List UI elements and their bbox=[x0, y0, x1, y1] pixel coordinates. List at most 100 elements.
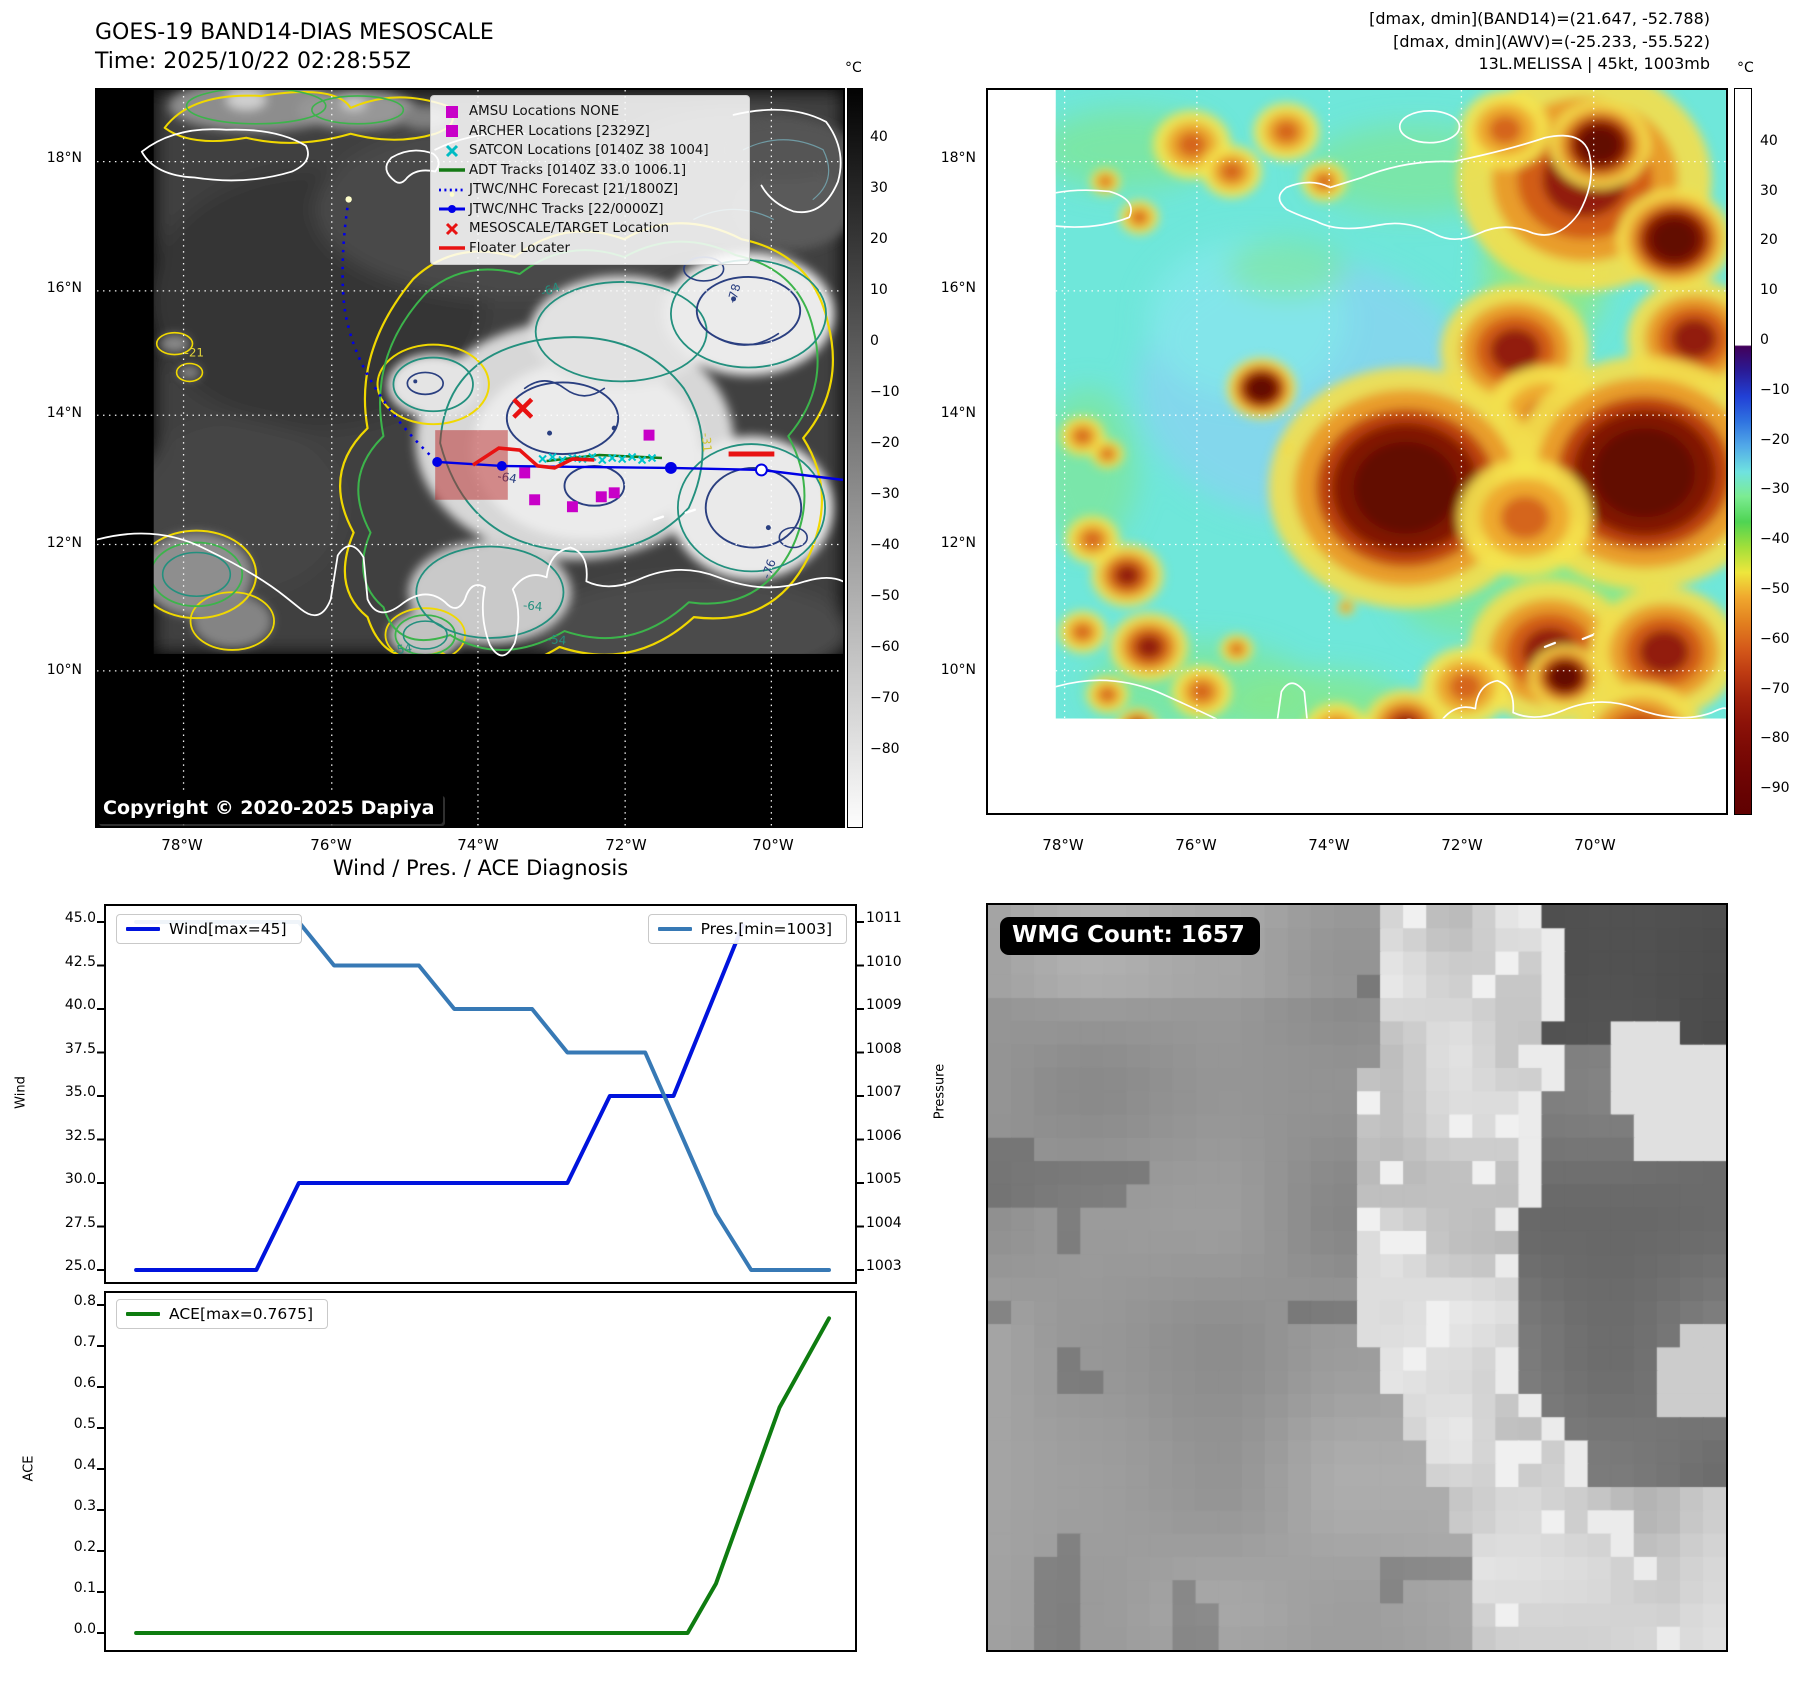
contour-label: -54 bbox=[546, 632, 567, 648]
y-tick-label-right: 1004 bbox=[866, 1214, 902, 1231]
y-tick-label-left: 37.5 bbox=[64, 1040, 96, 1057]
archer-markers bbox=[519, 429, 655, 513]
hot-blob bbox=[1306, 702, 1366, 719]
hot-blob bbox=[1652, 219, 1697, 259]
band14-cb-tick: −30 bbox=[870, 486, 900, 503]
contour-label: -54 bbox=[392, 641, 414, 658]
hot-blob bbox=[1671, 318, 1717, 359]
awv-latlon-grid bbox=[1055, 90, 1726, 719]
track-point bbox=[496, 460, 507, 471]
satcon-x bbox=[647, 453, 657, 463]
awv-cb-tick: −40 bbox=[1760, 531, 1790, 548]
hot-blob bbox=[1594, 428, 1695, 518]
line-icon bbox=[435, 240, 469, 256]
y-tick-label-right: 1010 bbox=[866, 953, 902, 970]
lat-tick-left: 10°N bbox=[46, 662, 82, 678]
hot-blob bbox=[1385, 706, 1427, 719]
square-icon bbox=[435, 123, 469, 139]
track-point bbox=[664, 461, 677, 474]
y-tick-label-left: 30.0 bbox=[64, 1171, 96, 1187]
legend-item-label: JTWC/NHC Forecast [21/1800Z] bbox=[469, 182, 679, 198]
band14-colorbar bbox=[847, 88, 863, 828]
info-line3: 13L.MELISSA | 45kt, 1003mb bbox=[1478, 54, 1710, 73]
hot-blob bbox=[1580, 127, 1619, 162]
wind-axis-label: Wind bbox=[13, 1076, 29, 1109]
hot-blob bbox=[1395, 714, 1417, 719]
y-tick-label-left: 0.8 bbox=[73, 1293, 96, 1309]
linedot-icon bbox=[435, 201, 469, 217]
legend-item: SATCON Locations [0140Z 38 1004] bbox=[435, 141, 743, 161]
lat-tick-right: 18°N bbox=[940, 150, 976, 166]
pressure-axis-label: Pressure bbox=[932, 1063, 948, 1120]
band14-cb-tick: 10 bbox=[870, 282, 888, 299]
awv-cb-tick: −60 bbox=[1760, 630, 1790, 647]
archer-square bbox=[519, 467, 531, 479]
track-overlays bbox=[341, 196, 843, 513]
hot-blob bbox=[1082, 530, 1103, 549]
legend-item-label: AMSU Locations NONE bbox=[469, 104, 620, 120]
hot-blob bbox=[1099, 176, 1111, 187]
line-icon bbox=[435, 162, 469, 178]
hot-blob bbox=[1124, 713, 1150, 719]
y-tick-label-left: 32.5 bbox=[64, 1127, 96, 1144]
wmg-image bbox=[988, 905, 1726, 1650]
hot-blob bbox=[1074, 428, 1091, 444]
awv-cb-tick: −90 bbox=[1760, 780, 1790, 797]
y-tick-label-right: 1009 bbox=[866, 997, 902, 1013]
lon-tick-left: 74°W bbox=[457, 836, 499, 854]
y-tick-label-left: 0.3 bbox=[73, 1498, 96, 1514]
legend-item: JTWC/NHC Forecast [21/1800Z] bbox=[435, 180, 743, 200]
wind-legend-sample bbox=[126, 927, 160, 931]
y-tick-label-left: 0.7 bbox=[73, 1334, 96, 1350]
hot-blob bbox=[1614, 709, 1665, 719]
hot-blob bbox=[1115, 564, 1140, 586]
info-line1: [dmax, dmin](BAND14)=(21.647, -52.788) bbox=[1369, 9, 1710, 28]
band14-cb-tick: −20 bbox=[870, 435, 900, 452]
legend-marker bbox=[439, 168, 465, 172]
lon-tick-left: 76°W bbox=[310, 836, 352, 854]
hot-blob bbox=[1639, 630, 1690, 674]
legend-item: MESOSCALE/TARGET Location bbox=[435, 219, 743, 239]
mesoscale-target-x bbox=[512, 397, 534, 419]
awv-cb-tick: −30 bbox=[1760, 481, 1790, 498]
dotted-icon bbox=[435, 182, 469, 198]
awv-map-panel bbox=[986, 88, 1728, 815]
copyright: Copyright © 2020-2025 Dapiya bbox=[97, 794, 444, 824]
wind-legend-label: Wind[max=45] bbox=[169, 920, 287, 938]
forecast-point bbox=[345, 196, 352, 203]
band14-colorbar-unit: °C bbox=[845, 60, 862, 76]
track-point bbox=[432, 457, 443, 467]
awv-field bbox=[1055, 90, 1726, 719]
y-tick-label-left: 0.4 bbox=[73, 1457, 96, 1473]
hot-blob bbox=[1448, 672, 1482, 702]
y-tick-label-right: 1011 bbox=[866, 910, 902, 926]
legend-item: AMSU Locations NONE bbox=[435, 102, 743, 122]
satcon-x bbox=[548, 452, 557, 462]
wind-pressure-plot bbox=[97, 920, 864, 1272]
series-line bbox=[134, 920, 831, 1272]
hot-blob bbox=[1220, 161, 1243, 182]
y-tick-label-left: 0.5 bbox=[73, 1416, 96, 1432]
awv-colorbar-unit: °C bbox=[1737, 60, 1754, 76]
awv-map bbox=[988, 90, 1726, 813]
lon-tick-right: 76°W bbox=[1175, 836, 1217, 854]
legend-marker bbox=[445, 144, 459, 157]
awv-cb-tick: 40 bbox=[1760, 132, 1778, 149]
contour-label: -64 bbox=[522, 598, 543, 614]
hot-blob bbox=[1315, 174, 1333, 189]
contour-labels: -64-78-31-64-76-54-64-21-54 bbox=[185, 280, 779, 658]
band14-cb-tick: 20 bbox=[870, 231, 888, 248]
satcon-x bbox=[637, 455, 647, 465]
legend-item: ARCHER Locations [2329Z] bbox=[435, 122, 743, 142]
map-legend: AMSU Locations NONE ARCHER Locations [232… bbox=[430, 95, 750, 265]
hot-blob bbox=[1230, 643, 1243, 655]
lon-tick-right: 78°W bbox=[1042, 836, 1084, 854]
legend-marker bbox=[439, 205, 465, 214]
legend-item-label: MESOSCALE/TARGET Location bbox=[469, 221, 670, 237]
contour-label: -21 bbox=[185, 346, 204, 360]
awv-cb-tick: −70 bbox=[1760, 680, 1790, 697]
y-tick-label-right: 1008 bbox=[866, 1040, 902, 1057]
lat-tick-right: 16°N bbox=[940, 280, 976, 296]
legend-item-label: Floater Locater bbox=[469, 240, 571, 256]
satcon-x bbox=[598, 455, 607, 465]
